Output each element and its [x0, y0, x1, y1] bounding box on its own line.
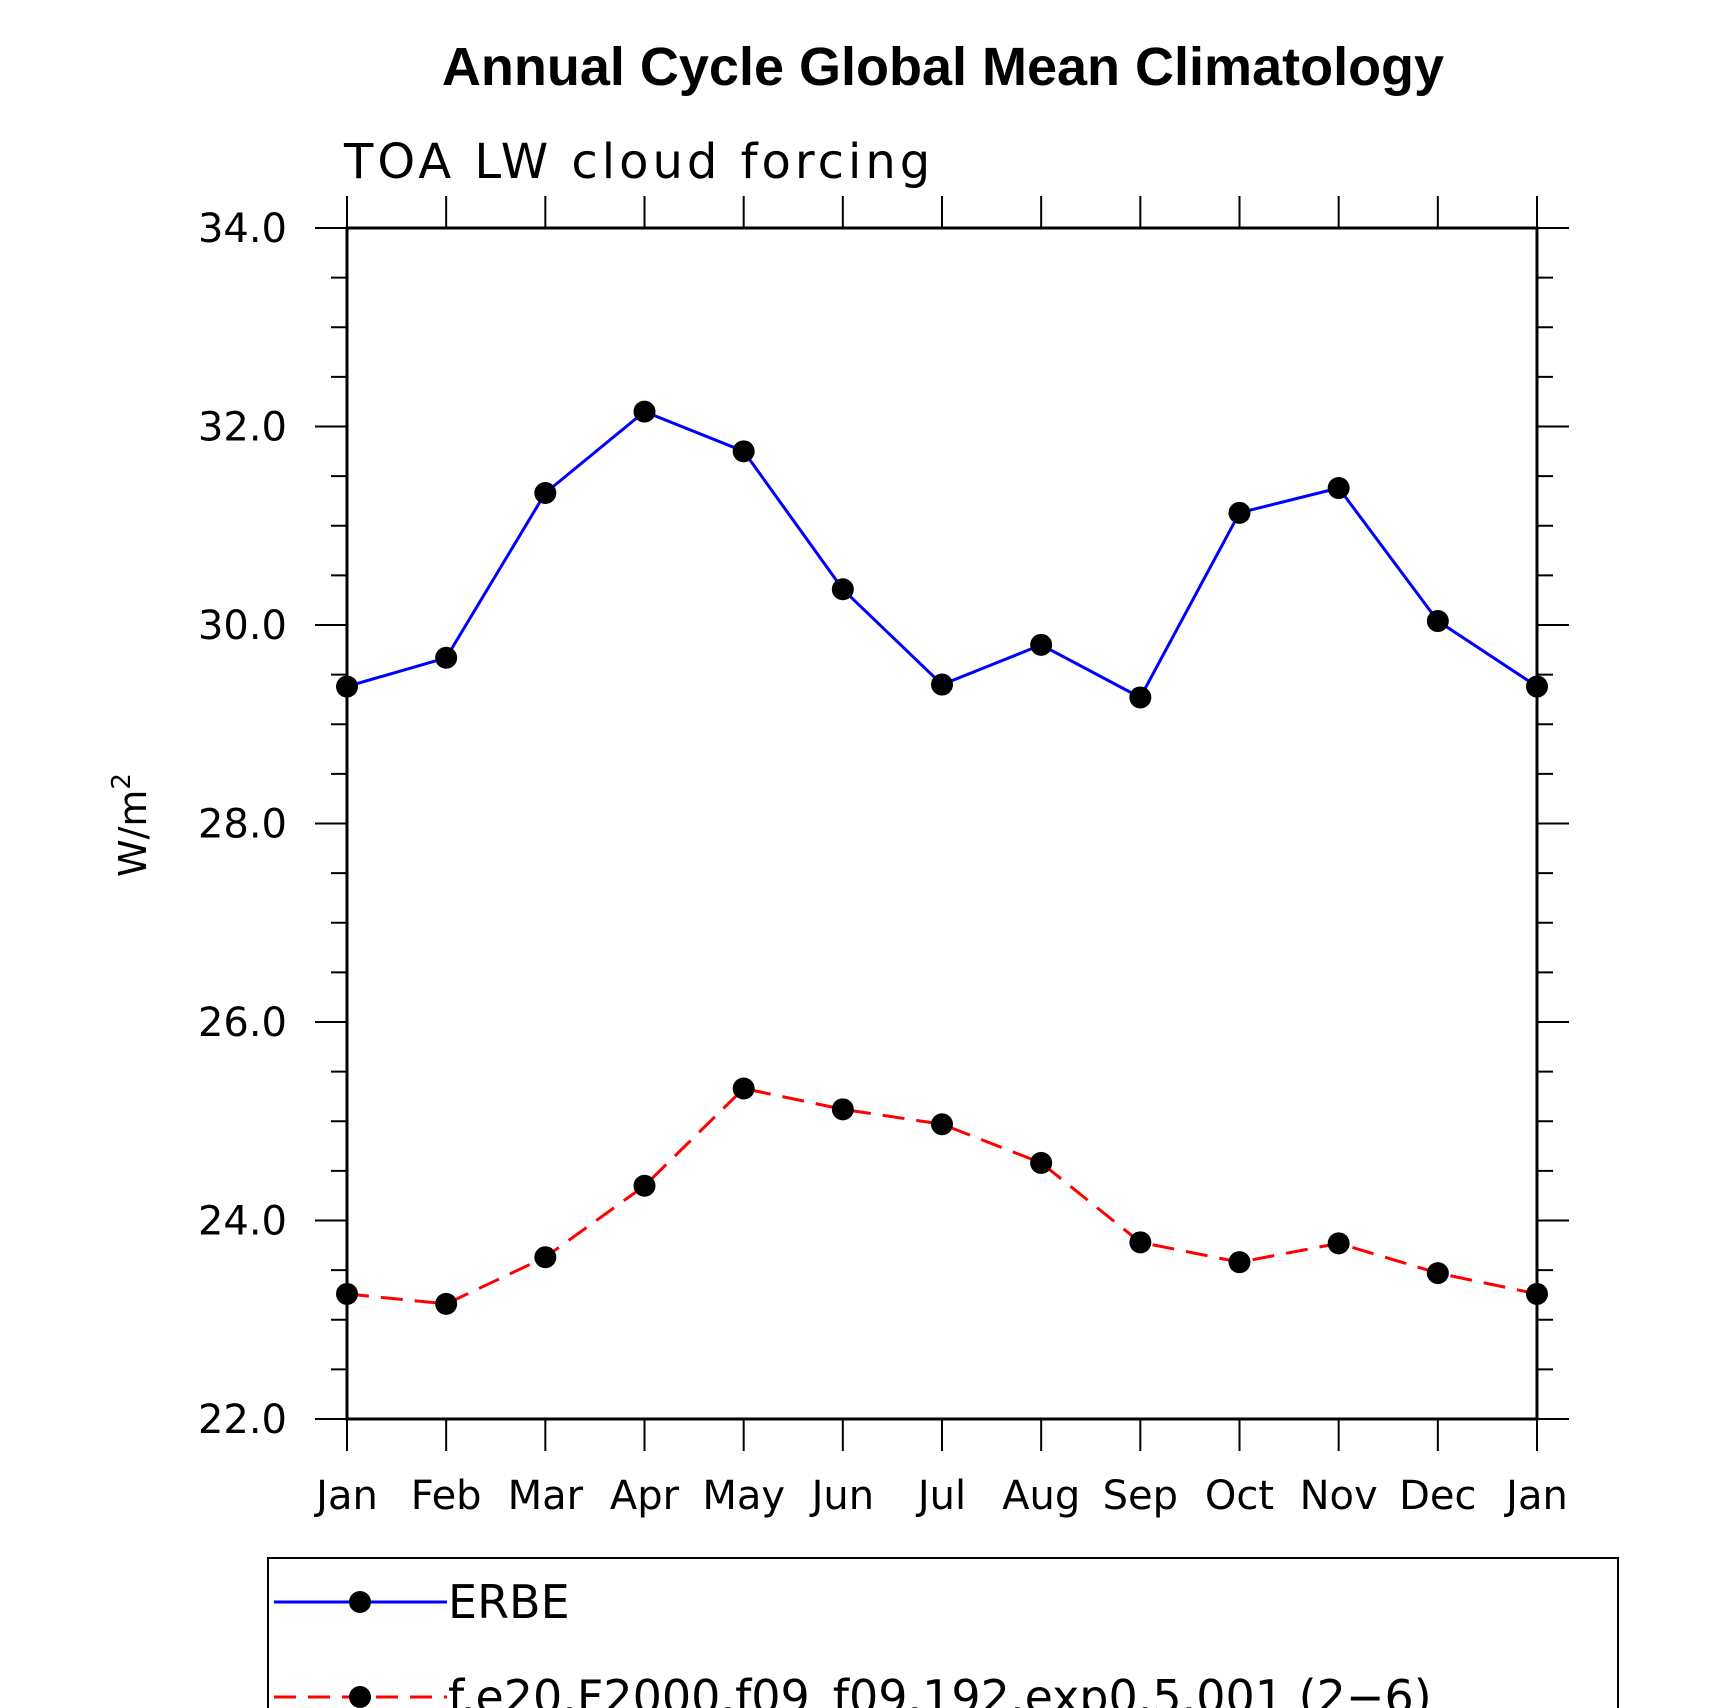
x-tick-label: Feb: [411, 1473, 482, 1519]
data-point: [931, 673, 953, 696]
y-tick-label: 28.0: [198, 802, 287, 848]
legend-swatch-marker-erbe: [349, 1591, 371, 1613]
x-tick-label: Dec: [1399, 1473, 1476, 1519]
series-lines: [346, 410, 1538, 1306]
data-point: [1228, 501, 1251, 524]
x-tick-label: May: [702, 1473, 785, 1519]
data-point: [1327, 1232, 1350, 1255]
x-tick-label: Aug: [1002, 1473, 1080, 1519]
x-tick-label: Mar: [508, 1473, 584, 1519]
data-point: [1030, 633, 1053, 656]
legend: ERBE f.e20.F2000.f09_f09.192.exp0.5.001 …: [267, 1557, 1619, 1708]
x-tick-label: Jun: [809, 1473, 875, 1519]
legend-swatch-marker-model: [349, 1686, 371, 1708]
x-tick-label: Oct: [1205, 1473, 1274, 1519]
y-tick-labels: 22.0 24.0 26.0 28.0 30.0 32.0 34.0: [198, 206, 287, 1443]
data-point: [732, 1077, 755, 1100]
y-tick-label: 30.0: [198, 603, 287, 649]
x-tick-label: Nov: [1300, 1473, 1378, 1519]
data-point: [336, 1282, 358, 1305]
x-tick-label: Apr: [610, 1473, 680, 1519]
y-axis-label: W/m2: [107, 773, 155, 877]
y-tick-label: 32.0: [198, 405, 287, 451]
y-axis-label-text: W/m: [111, 790, 155, 877]
x-tick-labels: Jan Feb Mar Apr May Jun Jul Aug Sep Oct Nov Dec Jan: [313, 1473, 1568, 1519]
series-line-0: [346, 410, 1538, 699]
data-point: [732, 440, 755, 463]
data-point: [1426, 610, 1449, 633]
axis-ticks: [315, 196, 1569, 1451]
chart-subtitle: TOA LW cloud forcing: [343, 134, 934, 190]
data-point: [931, 1113, 953, 1136]
data-point: [435, 1292, 458, 1315]
y-tick-label: 26.0: [198, 1000, 287, 1046]
series-markers: [336, 400, 1548, 1315]
chart-title: Annual Cycle Global Mean Climatology: [442, 37, 1444, 97]
data-point: [1526, 675, 1548, 698]
data-point: [1030, 1151, 1053, 1174]
y-tick-label: 24.0: [198, 1199, 287, 1245]
x-tick-label: Jan: [1503, 1473, 1568, 1519]
y-tick-label: 22.0: [198, 1397, 287, 1443]
data-point: [1228, 1251, 1251, 1274]
data-point: [534, 1246, 557, 1269]
data-point: [831, 578, 854, 601]
legend-label-model: f.e20.F2000.f09_f09.192.exp0.5.001 (2−6): [448, 1670, 1432, 1708]
data-point: [1426, 1262, 1449, 1285]
data-point: [1129, 1231, 1152, 1254]
data-point: [831, 1098, 854, 1121]
x-tick-label: Jul: [915, 1473, 966, 1519]
legend-frame: [267, 1557, 1619, 1708]
x-tick-label: Jan: [313, 1473, 378, 1519]
data-point: [336, 675, 358, 698]
data-point: [435, 646, 458, 669]
legend-label-erbe: ERBE: [448, 1575, 570, 1629]
data-point: [1526, 1282, 1548, 1305]
y-axis-label-superscript: 2: [107, 773, 137, 790]
data-point: [633, 1174, 656, 1197]
data-point: [1129, 686, 1152, 709]
data-point: [534, 481, 557, 504]
data-point: [633, 400, 656, 423]
data-point: [1327, 477, 1350, 500]
plot-frame: [345, 226, 1539, 1421]
x-tick-label: Sep: [1103, 1473, 1178, 1519]
y-tick-label: 34.0: [198, 206, 287, 252]
